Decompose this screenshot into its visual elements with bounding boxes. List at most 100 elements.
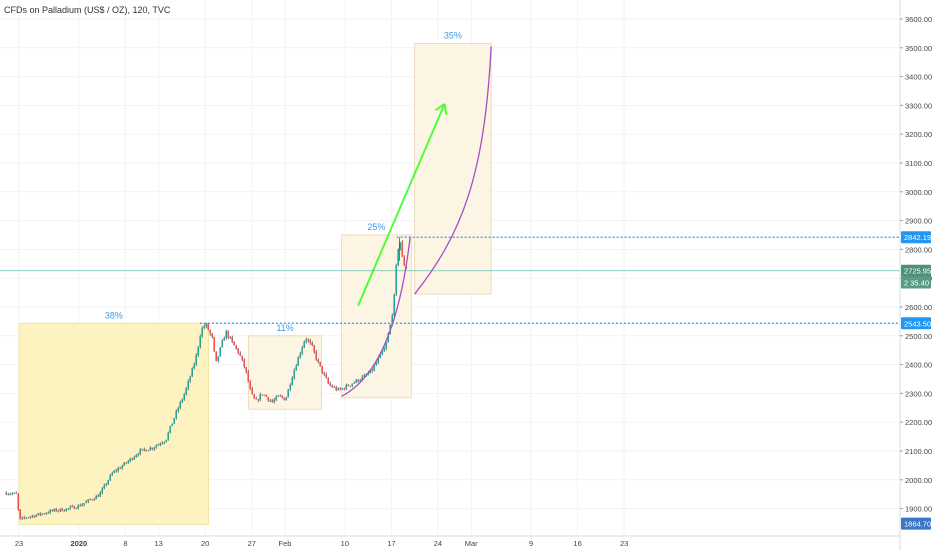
measure-box-4[interactable]: [414, 42, 492, 295]
x-tick-label: 20: [201, 539, 209, 548]
candle: [309, 338, 311, 345]
candle: [161, 441, 163, 445]
candle: [181, 398, 183, 404]
candle: [383, 346, 385, 352]
candle: [255, 396, 257, 400]
candle: [199, 334, 201, 349]
candle: [277, 395, 279, 397]
candle: [271, 398, 273, 403]
y-tick-label: 3500.00: [905, 44, 932, 53]
candle: [335, 385, 337, 392]
y-tick-label: 2400.00: [905, 361, 932, 370]
candle: [41, 513, 43, 516]
candle: [5, 491, 7, 496]
candle: [213, 336, 215, 353]
candle: [189, 375, 191, 384]
candle: [123, 461, 125, 467]
measure-box-3[interactable]: [341, 234, 412, 399]
x-tick-label: 23: [15, 539, 23, 548]
candle: [341, 387, 343, 390]
y-tick-label: 2100.00: [905, 447, 932, 456]
candle: [55, 507, 57, 512]
candle: [219, 346, 221, 357]
candle: [305, 337, 307, 344]
x-tick-label: 23: [620, 539, 628, 548]
y-tick-label: 2300.00: [905, 389, 932, 398]
candle: [325, 372, 327, 379]
candle: [395, 263, 397, 297]
candle: [171, 423, 173, 427]
candle: [45, 512, 47, 515]
candle: [353, 381, 355, 384]
curve-arc-2[interactable]: [414, 46, 492, 295]
candle: [235, 344, 237, 350]
candle: [307, 338, 309, 343]
candle: [231, 335, 233, 344]
curve-arc-1[interactable]: [341, 237, 411, 397]
x-tick-label: 13: [154, 539, 162, 548]
candle: [195, 353, 197, 367]
candle: [337, 387, 339, 391]
measure-box-label-1: 38%: [105, 310, 123, 320]
candle: [131, 457, 133, 461]
chart-header: CFDs on Palladium (US$ / OZ), 120, TVC: [4, 5, 171, 15]
candle: [25, 517, 27, 520]
candle: [269, 398, 271, 403]
candle: [125, 462, 127, 465]
candle: [293, 368, 295, 380]
x-tick-label: 17: [387, 539, 395, 548]
y-tick-label: 2600.00: [905, 303, 932, 312]
candle: [339, 387, 341, 391]
candle: [7, 492, 9, 496]
candle: [333, 385, 335, 388]
candle: [349, 385, 351, 388]
candle: [79, 503, 81, 507]
candle: [363, 373, 365, 377]
candle: [37, 513, 39, 516]
candle: [317, 358, 319, 364]
candle: [59, 508, 61, 513]
candle: [87, 499, 89, 504]
candle: [233, 341, 235, 346]
candle: [21, 516, 23, 520]
candle: [345, 383, 347, 391]
candle: [393, 293, 395, 318]
candle: [177, 406, 179, 413]
x-tick-label: Feb: [279, 539, 292, 548]
candle: [229, 336, 231, 339]
candle: [201, 326, 203, 338]
candle: [351, 383, 353, 388]
candle: [53, 508, 55, 512]
measure-box-1[interactable]: [18, 322, 210, 525]
candle: [83, 503, 85, 507]
trend-arrow[interactable]: [357, 103, 448, 306]
candle: [313, 344, 315, 354]
candle: [183, 392, 185, 401]
candle: [139, 447, 141, 456]
candle: [289, 383, 291, 392]
candle: [43, 512, 45, 515]
measure-box-label-3: 25%: [367, 222, 385, 232]
y-tick-label: 2500.00: [905, 332, 932, 341]
candle: [249, 379, 251, 391]
candle: [115, 468, 117, 473]
candle: [107, 479, 109, 485]
y-tick-label: 2900.00: [905, 217, 932, 226]
price-tag-bar-text: 2 35.40: [904, 279, 929, 288]
measure-box-label-4: 35%: [444, 30, 462, 40]
candle: [357, 379, 359, 383]
candle: [253, 393, 255, 399]
candle: [301, 345, 303, 356]
candle: [203, 324, 205, 330]
candle: [117, 466, 119, 473]
price-tag-bar: 2 35.40: [901, 276, 931, 289]
x-tick-label: 24: [434, 539, 442, 548]
candle: [99, 490, 101, 497]
candle: [273, 397, 275, 404]
x-tick-label: Mar: [465, 539, 478, 548]
candle: [207, 322, 209, 331]
candle: [261, 394, 263, 396]
candle: [287, 388, 289, 398]
candle: [31, 514, 33, 519]
